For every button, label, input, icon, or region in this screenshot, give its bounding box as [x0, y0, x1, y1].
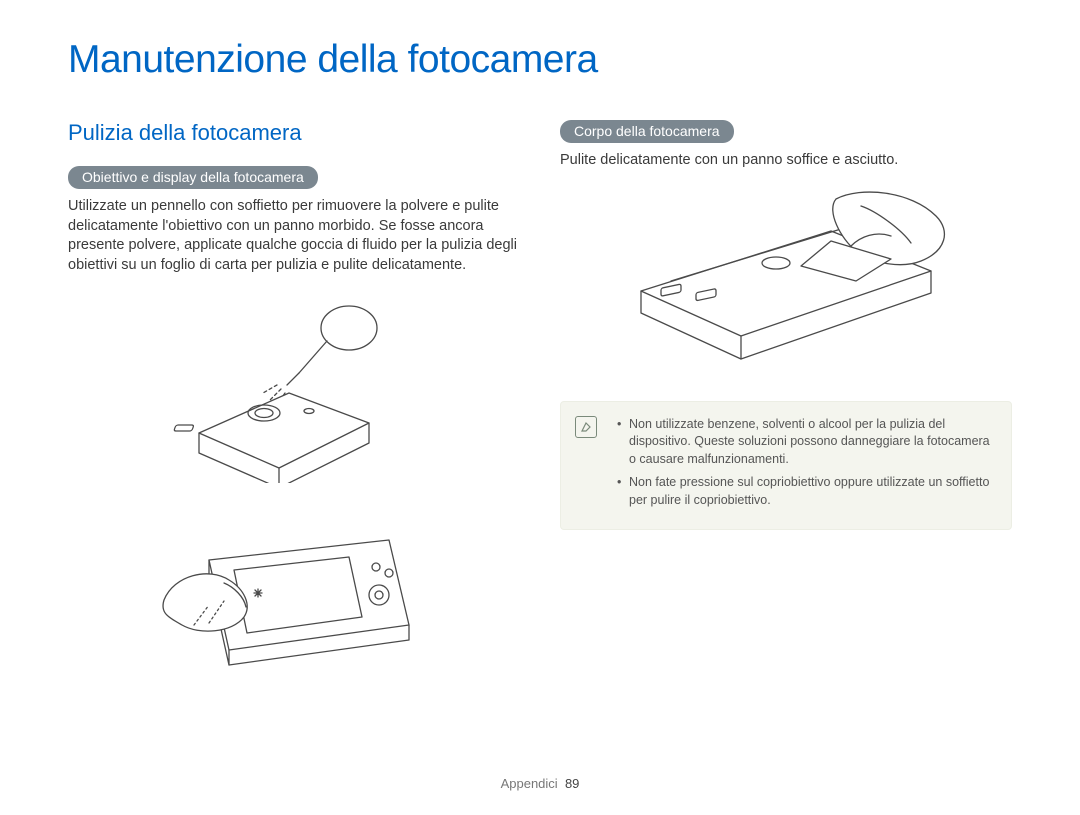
two-column-layout: Pulizia della fotocamera Obiettivo e dis…	[68, 120, 1012, 675]
footer-page-number: 89	[565, 776, 579, 791]
manual-page: Manutenzione della fotocamera Pulizia de…	[0, 0, 1080, 815]
right-column: Corpo della fotocamera Pulite delicatame…	[560, 120, 1012, 675]
pill-body: Corpo della fotocamera	[560, 120, 734, 143]
page-title: Manutenzione della fotocamera	[68, 38, 1012, 82]
note-list: Non utilizzate benzene, solventi o alcoo…	[617, 416, 995, 510]
lens-display-instructions: Utilizzate un pennello con soffietto per…	[68, 197, 520, 275]
illustration-wipe-body	[601, 181, 971, 371]
note-icon	[575, 416, 597, 438]
body-instructions: Pulite delicatamente con un panno soffic…	[560, 151, 1012, 171]
note-item: Non fate pressione sul copriobiettivo op…	[617, 474, 995, 509]
note-item: Non utilizzate benzene, solventi o alcoo…	[617, 416, 995, 469]
left-column: Pulizia della fotocamera Obiettivo e dis…	[68, 120, 520, 675]
illustration-blower	[169, 293, 419, 483]
page-footer: Appendici 89	[0, 776, 1080, 791]
caution-note: Non utilizzate benzene, solventi o alcoo…	[560, 401, 1012, 531]
section-heading-cleaning: Pulizia della fotocamera	[68, 120, 520, 146]
footer-section: Appendici	[501, 776, 558, 791]
right-illustration	[560, 181, 1012, 371]
left-illustrations	[68, 293, 520, 675]
pill-lens-display: Obiettivo e display della fotocamera	[68, 166, 318, 189]
illustration-wipe-display	[154, 505, 434, 675]
